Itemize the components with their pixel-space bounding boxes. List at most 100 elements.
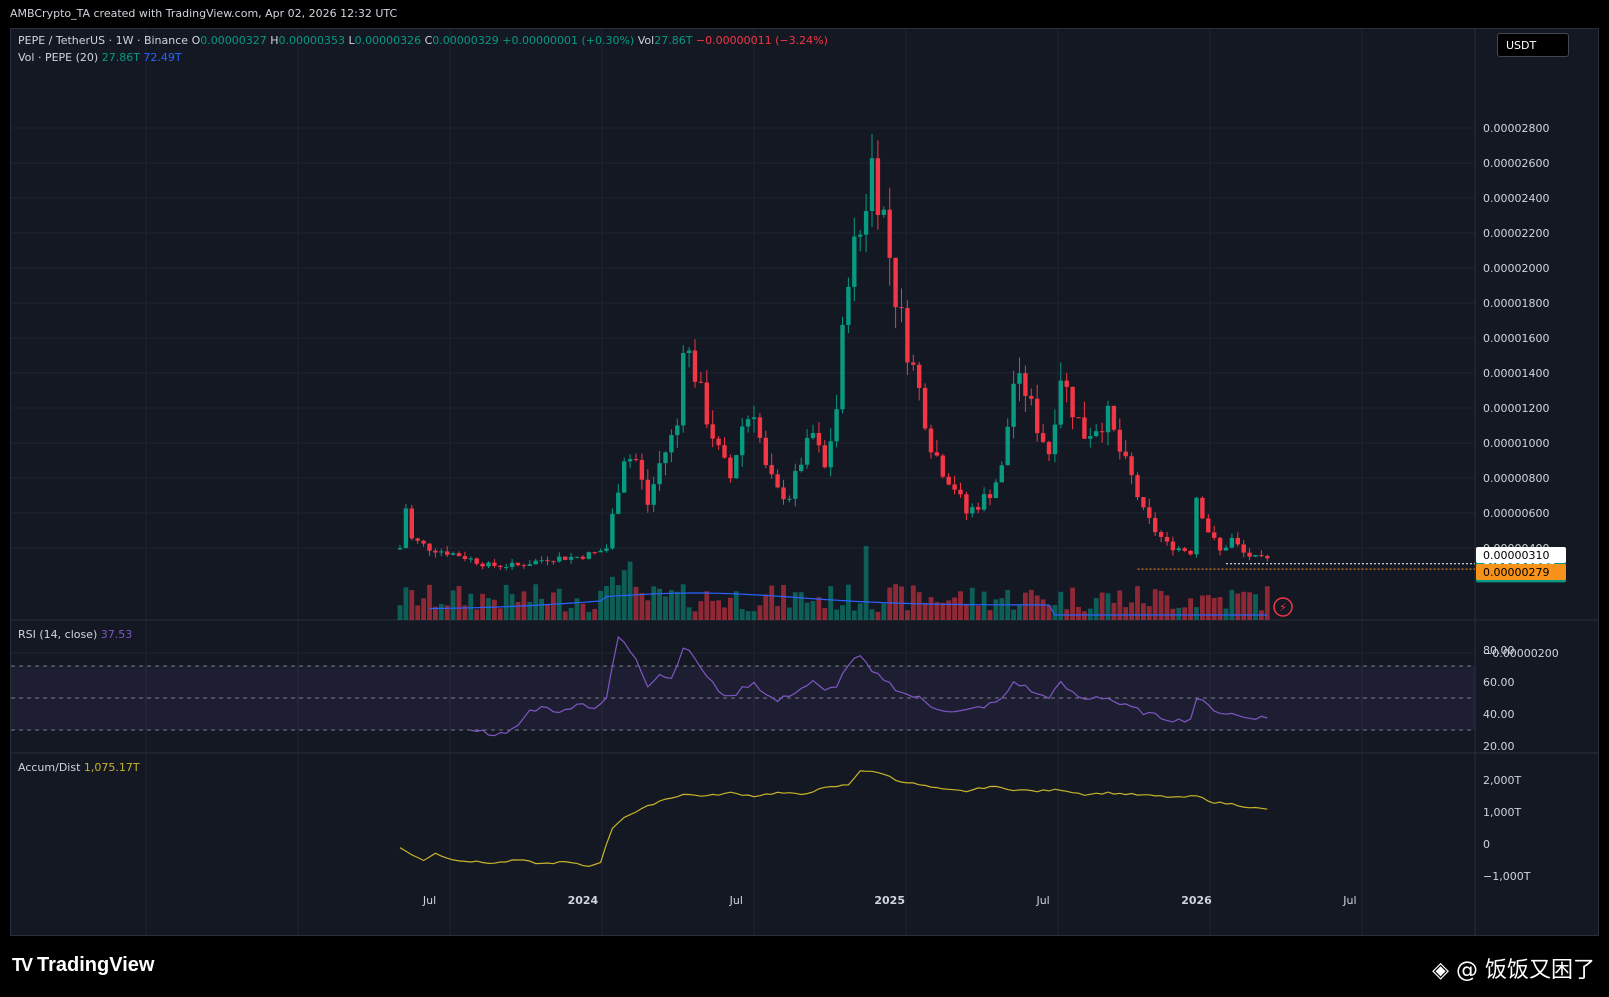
orange-price-value: 0.00000279	[1483, 566, 1549, 579]
open-label: O	[191, 34, 201, 47]
volume-bar	[409, 590, 415, 620]
candle-body	[1052, 424, 1058, 455]
volume-bar	[1117, 590, 1123, 620]
rsi-tick-label: 60.00	[1483, 676, 1515, 689]
candle-body	[987, 494, 993, 498]
candle-body	[704, 382, 709, 425]
candle-body	[734, 455, 739, 479]
candle-body	[769, 465, 774, 475]
attribution-text: AMBCrypto_TA created with TradingView.co…	[10, 7, 398, 20]
volume-bar	[692, 611, 698, 620]
rsi-line	[470, 635, 1268, 737]
volume-bar	[686, 607, 692, 620]
candle-body	[1058, 380, 1063, 425]
high-value: 0.00000353	[278, 34, 345, 47]
candle-body	[940, 455, 945, 477]
volume-bar	[444, 605, 450, 620]
volume-bar	[1023, 592, 1028, 620]
candle-body	[745, 419, 751, 427]
volume-bar	[816, 597, 822, 620]
rsi-legend[interactable]: RSI (14, close) 37.53	[18, 628, 132, 641]
volume-bar	[427, 584, 432, 620]
volume-bar	[834, 609, 839, 620]
currency-button[interactable]: USDT	[1497, 33, 1569, 57]
price-tick-label: 0.00002000	[1483, 262, 1549, 275]
price-tick-label: 0.00002400	[1483, 192, 1549, 205]
candle-body	[681, 353, 686, 426]
price-tick-label: 0.00002200	[1483, 227, 1549, 240]
candle-body	[710, 424, 715, 439]
ad-tick-label: 0	[1483, 838, 1490, 851]
volume-bar	[580, 603, 586, 620]
candle-body	[1259, 555, 1264, 557]
candle-body	[822, 445, 827, 468]
watermark-text: @ 饭饭又困了	[1456, 958, 1595, 983]
candle-body	[663, 452, 668, 464]
alert-icon[interactable]: ⚡	[1273, 597, 1293, 617]
candle-body	[1147, 507, 1152, 518]
candle-body	[722, 445, 727, 458]
chart-svg[interactable]: 0.00002800 0.00002600 0.00002400 0.00002200…	[11, 29, 1598, 935]
volume-bar	[722, 607, 727, 620]
volume-legend[interactable]: Vol · PEPE (20) 27.86T 72.49T	[18, 51, 182, 64]
tradingview-logo[interactable]: TV TradingView	[12, 954, 154, 977]
volume-bar	[905, 610, 910, 620]
candle-body	[1082, 417, 1087, 439]
binance-logo-icon: ◈	[1432, 958, 1449, 983]
candle-body	[875, 158, 881, 215]
candle-body	[403, 508, 409, 549]
candle-body	[539, 560, 544, 562]
candle-body	[1088, 436, 1093, 439]
volume-bar	[415, 605, 421, 620]
volume-bar	[433, 606, 438, 620]
candle-body	[504, 566, 509, 568]
open-value: 0.00000327	[200, 34, 267, 47]
candle-body	[1182, 548, 1187, 551]
white-price-value: 0.00000310	[1483, 549, 1549, 562]
ad-tick-label: 1,000T	[1483, 806, 1521, 819]
candle-body	[999, 465, 1004, 483]
candle-body	[610, 513, 615, 549]
rsi-band	[11, 665, 1475, 731]
chart-frame[interactable]: 0.00002800 0.00002600 0.00002400 0.00002200…	[10, 28, 1599, 936]
volume-bar	[1158, 590, 1164, 620]
candle-body	[934, 452, 940, 456]
candle-body	[1212, 532, 1217, 538]
candle-body	[563, 556, 568, 560]
rsi-tick-label: 20.00	[1483, 740, 1515, 753]
candle-body	[981, 494, 987, 510]
volume-bar	[574, 598, 580, 620]
candle-body	[456, 553, 462, 557]
symbol-label[interactable]: PEPE / TetherUS · 1W · Binance	[18, 34, 189, 47]
candle-body	[657, 463, 662, 485]
candle-body	[698, 381, 704, 383]
volume-bar	[1034, 595, 1040, 620]
vol-indicator-value: 27.86T	[101, 51, 140, 64]
volume-bar	[969, 587, 975, 620]
candle-body	[863, 210, 869, 235]
volume-bar	[1082, 611, 1087, 620]
ad-legend[interactable]: Accum/Dist 1,075.17T	[18, 761, 140, 774]
candle-body	[958, 489, 963, 495]
candle-body	[1070, 386, 1075, 418]
volume-bar	[533, 584, 539, 620]
volume-bar	[1241, 591, 1247, 620]
pane-separators	[11, 29, 1598, 935]
volume-bar	[787, 607, 792, 620]
volume-bar	[1247, 592, 1252, 620]
volume-bar	[1188, 598, 1193, 620]
candle-body	[952, 484, 957, 490]
volume-bar	[515, 601, 521, 620]
rsi-tick-label: 80.00	[1483, 644, 1515, 657]
volume-bar	[663, 596, 668, 620]
low-label: L	[348, 34, 355, 47]
vol-change: −0.00000011 (−3.24%)	[695, 34, 828, 47]
candle-body	[1176, 548, 1181, 551]
volume-bar	[781, 584, 786, 620]
volume-bar	[1123, 607, 1129, 620]
volume-bar	[1135, 586, 1140, 620]
volume-bar	[828, 586, 834, 620]
candle-body	[1247, 552, 1252, 557]
candle-body	[509, 562, 515, 567]
volume-bar	[698, 601, 704, 620]
